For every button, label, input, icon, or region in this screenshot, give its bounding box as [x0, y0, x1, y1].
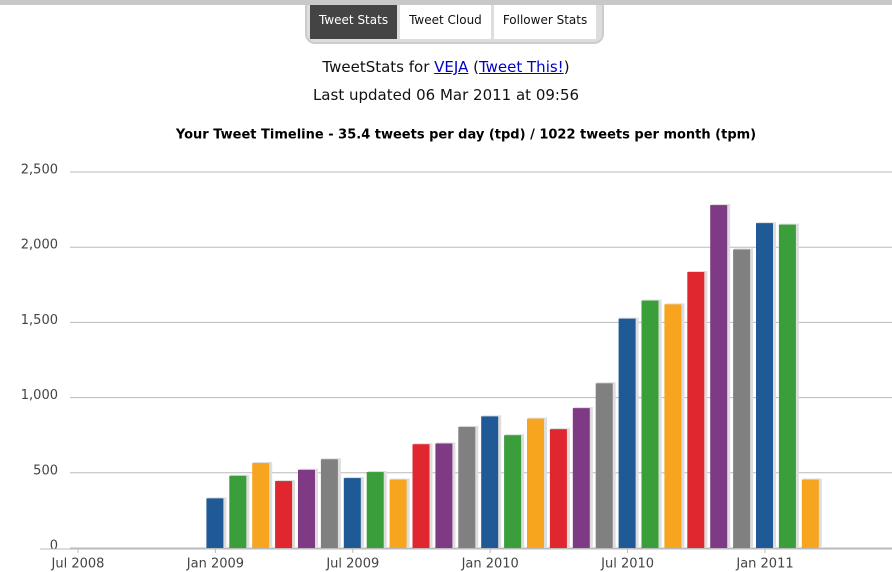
bar [733, 249, 751, 548]
y-tick-label: 2,500 [21, 163, 58, 178]
bar [389, 479, 407, 548]
bar [801, 479, 819, 548]
bar [412, 444, 430, 548]
bar [778, 224, 796, 548]
y-tick-label: 1,000 [21, 388, 58, 403]
bar [229, 475, 247, 548]
bar [320, 459, 338, 548]
tab[interactable]: Tweet Stats [310, 5, 398, 39]
bar [572, 408, 590, 548]
chart-title: Your Tweet Timeline - 35.4 tweets per da… [175, 128, 756, 143]
bar [618, 318, 636, 548]
bar [641, 300, 659, 548]
link[interactable]: VEJA [434, 58, 469, 76]
bar [756, 223, 773, 549]
x-tick-label: Jul 2009 [325, 557, 379, 572]
y-tick-label: 500 [33, 463, 58, 478]
header-line: TweetStats for VEJA (Tweet This!) [0, 58, 892, 76]
x-tick-label: Jan 2010 [461, 557, 519, 572]
bar [435, 443, 453, 548]
bar [664, 304, 682, 548]
bar [206, 498, 224, 548]
y-tick-label: 0 [50, 539, 58, 554]
bar [504, 435, 522, 548]
tabs: Tweet Stats Tweet Cloud Follower Stats [305, 5, 605, 44]
x-tick-label: Jan 2011 [735, 557, 793, 572]
x-tick-label: Jul 2008 [51, 557, 105, 572]
bar [275, 481, 293, 548]
bar [458, 426, 476, 548]
top-bar [0, 0, 892, 5]
tab[interactable]: Follower Stats [493, 5, 597, 39]
bar [481, 416, 499, 548]
header-line: Last updated 06 Mar 2011 at 09:56 [312, 86, 580, 104]
text: ( [468, 58, 479, 76]
text: TweetStats for [322, 58, 435, 76]
bar [298, 469, 315, 548]
bar [527, 418, 544, 548]
y-tick-label: 2,000 [21, 238, 58, 253]
tab[interactable]: Tweet Cloud [400, 5, 491, 39]
x-tick-label: Jan 2009 [186, 557, 244, 572]
bar [252, 463, 270, 548]
bar [595, 383, 613, 548]
y-tick-label: 1,500 [21, 313, 58, 328]
x-tick-label: Jul 2010 [600, 557, 654, 572]
bar [710, 205, 728, 548]
bar [343, 478, 361, 548]
bar [687, 272, 705, 548]
bar [366, 472, 384, 548]
bar [549, 429, 567, 548]
text: ) [563, 58, 570, 76]
link[interactable]: Tweet This! [478, 58, 564, 76]
